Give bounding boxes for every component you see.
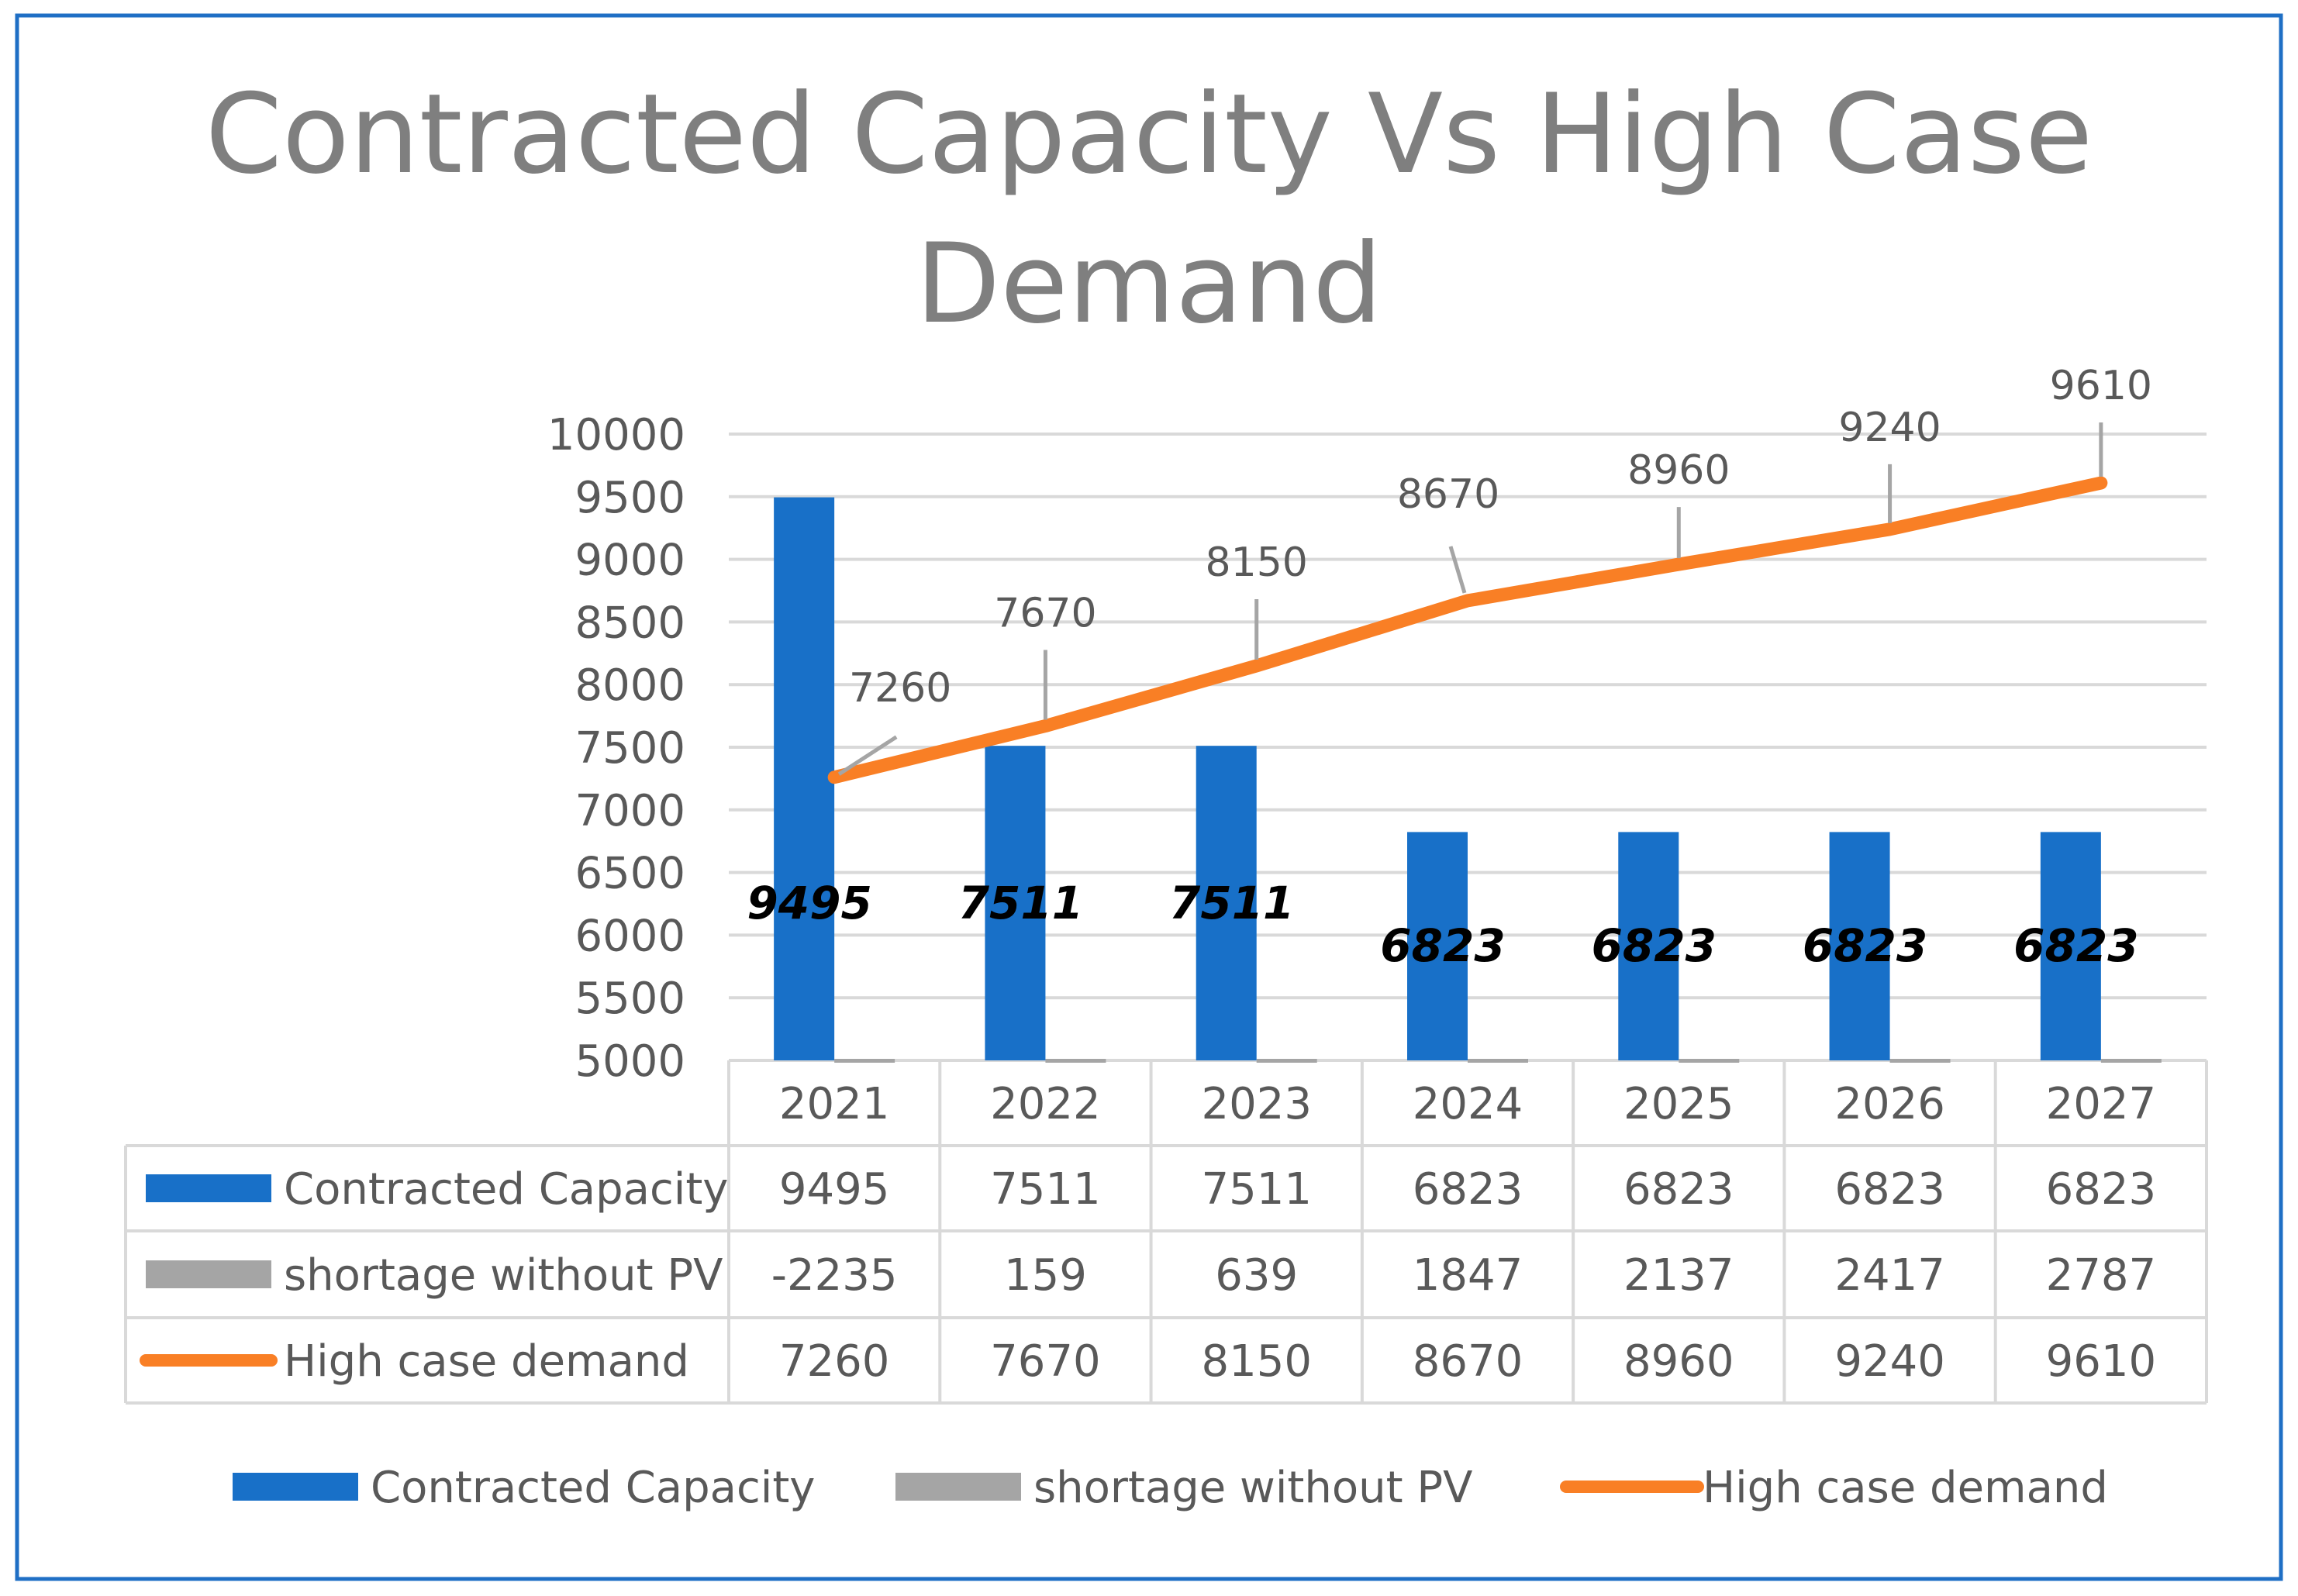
table-cell: 9610 — [2046, 1336, 2157, 1387]
table-cell: 7670 — [990, 1336, 1101, 1387]
y-tick-label: 6500 — [574, 849, 685, 899]
y-tick-label: 9500 — [574, 473, 685, 523]
table-cell: 8150 — [1201, 1336, 1312, 1387]
shortage-bar — [1256, 1059, 1317, 1063]
high-case-demand-data-label: 9240 — [1838, 405, 1941, 451]
table-cell: 1847 — [1413, 1250, 1523, 1301]
y-tick-label: 8500 — [574, 598, 685, 648]
y-tick-label: 6000 — [574, 911, 685, 961]
legend-label: Contracted Capacity — [371, 1463, 815, 1513]
contracted-capacity-data-label: 7511 — [1169, 877, 1294, 929]
table-cell: 8960 — [1623, 1336, 1734, 1387]
high-case-demand-data-label: 7260 — [849, 665, 951, 712]
high-case-demand-line — [827, 476, 2108, 784]
contracted-capacity-data-label: 9495 — [747, 877, 871, 929]
shortage-bar — [1468, 1059, 1528, 1063]
high-case-demand-data-label: 7670 — [994, 591, 1096, 637]
contracted-capacity-bar — [774, 497, 835, 1060]
table-cell: 9495 — [779, 1164, 890, 1215]
table-cell: 2137 — [1623, 1250, 1734, 1301]
contracted-capacity-bar — [985, 746, 1046, 1060]
table-row-label: shortage without PV — [284, 1250, 723, 1301]
legend-key-shortage — [895, 1473, 1021, 1501]
y-axis-tick-labels: 5000 5500 6000 6500 7000 7500 8000 8500 9000 9500… — [547, 410, 685, 1087]
legend-label: shortage without PV — [1033, 1463, 1472, 1513]
legend-key-contracted-capacity — [233, 1473, 358, 1501]
y-tick-label: 5500 — [574, 974, 685, 1024]
shortage-bar — [1045, 1059, 1106, 1063]
legend-label: High case demand — [1703, 1463, 2108, 1513]
table-row-label: High case demand — [284, 1336, 689, 1387]
table-row-label: Contracted Capacity — [284, 1164, 728, 1215]
y-tick-label: 7000 — [574, 786, 685, 836]
shortage-bar — [1679, 1059, 1740, 1063]
table-cell: 159 — [1004, 1250, 1087, 1301]
y-tick-label: 5000 — [574, 1036, 685, 1087]
data-labels: 9495 7511 7511 6823 6823 6823 6823 7260 7670 8150… — [747, 363, 2152, 972]
contracted-capacity-bar — [1829, 832, 1890, 1060]
table-cell: 6823 — [2046, 1164, 2157, 1215]
high-case-demand-series-line — [827, 476, 2108, 784]
data-table: 2021 2022 2023 2024 2025 2026 2027 Contracted C… — [124, 1059, 2208, 1405]
y-tick-label: 10000 — [547, 410, 685, 460]
y-tick-label: 7500 — [574, 723, 685, 774]
contracted-capacity-bar — [1407, 832, 1468, 1060]
high-case-demand-data-label: 8960 — [1627, 447, 1730, 494]
high-case-demand-data-label: 8670 — [1397, 471, 1499, 518]
table-cell: -2235 — [771, 1250, 898, 1301]
contracted-capacity-data-label: 6823 — [1380, 919, 1505, 972]
contracted-capacity-data-label: 6823 — [2013, 919, 2138, 972]
chart-title-line-2: Demand — [916, 220, 1382, 348]
table-cell: 2417 — [1834, 1250, 1945, 1301]
leader-line — [837, 735, 898, 776]
table-cell: 9240 — [1834, 1336, 1945, 1387]
x-category-label: 2021 — [779, 1079, 890, 1129]
table-legend-key-shortage — [146, 1260, 271, 1288]
shortage-bar — [834, 1059, 895, 1063]
high-case-demand-data-label: 9610 — [2050, 363, 2152, 409]
shortage-bar — [2100, 1059, 2162, 1063]
table-cell: 7511 — [1201, 1164, 1312, 1215]
shortage-bar — [1889, 1059, 1951, 1063]
x-category-label: 2024 — [1413, 1079, 1523, 1129]
table-cell: 2787 — [2046, 1250, 2157, 1301]
contracted-capacity-bars — [774, 497, 2101, 1060]
table-cell: 6823 — [1413, 1164, 1523, 1215]
x-category-label: 2023 — [1201, 1079, 1312, 1129]
chart-title-line-1: Contracted Capacity Vs High Case — [205, 71, 2093, 198]
table-cell: 8670 — [1413, 1336, 1523, 1387]
contracted-capacity-bar — [1618, 832, 1679, 1060]
x-category-label: 2027 — [2046, 1079, 2157, 1129]
y-tick-label: 8000 — [574, 660, 685, 711]
high-case-demand-data-label: 8150 — [1206, 539, 1308, 586]
x-category-label: 2025 — [1623, 1079, 1734, 1129]
table-legend-key-capacity — [146, 1174, 271, 1202]
contracted-capacity-data-label: 7511 — [958, 877, 1083, 929]
legend: Contracted Capacity shortage without PV Hi… — [233, 1463, 2108, 1513]
x-category-label: 2026 — [1834, 1079, 1945, 1129]
contracted-capacity-bar — [1196, 746, 1257, 1060]
table-cell: 6823 — [1834, 1164, 1945, 1215]
leader-line — [1448, 546, 1467, 594]
table-cell: 7511 — [990, 1164, 1101, 1215]
table-cell: 7260 — [779, 1336, 890, 1387]
shortage-bars — [834, 1059, 2162, 1063]
y-tick-label: 9000 — [574, 536, 685, 586]
table-cell: 6823 — [1623, 1164, 1734, 1215]
contracted-capacity-data-label: 6823 — [1803, 919, 1927, 972]
table-cell: 639 — [1215, 1250, 1298, 1301]
contracted-capacity-bar — [2040, 832, 2101, 1060]
x-category-label: 2022 — [990, 1079, 1101, 1129]
contracted-capacity-data-label: 6823 — [1592, 919, 1717, 972]
